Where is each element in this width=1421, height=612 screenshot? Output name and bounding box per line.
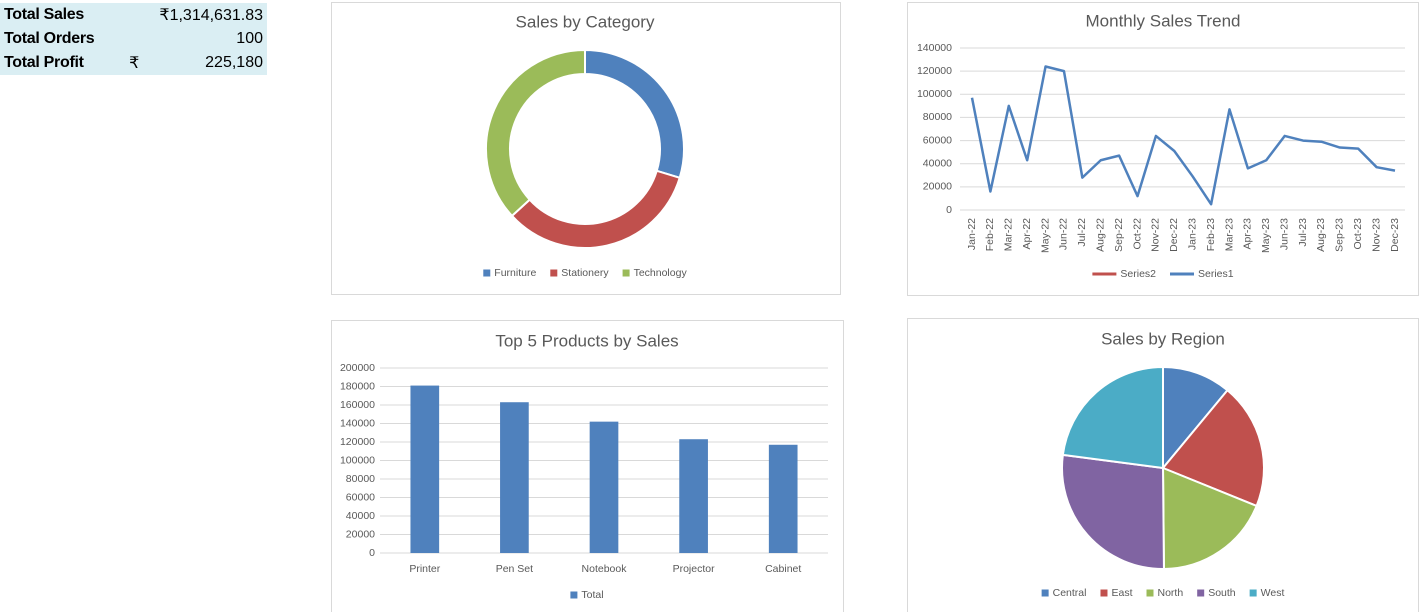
- donut-segment: [485, 48, 586, 218]
- x-tick-label: Notebook: [582, 563, 628, 575]
- pie-slice: [1061, 453, 1165, 570]
- legend-swatch: [1041, 589, 1049, 597]
- legend-label: Central: [1053, 587, 1087, 599]
- y-tick-label: 180000: [340, 380, 375, 392]
- y-tick-label: 60000: [346, 491, 375, 503]
- legend-swatch: [1146, 589, 1154, 597]
- x-tick-label: Mar-23: [1223, 218, 1235, 251]
- chart-title: Sales by Region: [1101, 329, 1225, 348]
- x-tick-label: Apr-23: [1242, 218, 1254, 250]
- kpi-value: ₹1,314,631.83: [159, 7, 263, 24]
- y-tick-label: 160000: [340, 399, 375, 411]
- legend-swatch: [483, 269, 491, 277]
- y-tick-label: 60000: [923, 134, 952, 146]
- y-tick-label: 40000: [923, 157, 952, 169]
- legend-swatch: [1100, 589, 1108, 597]
- bar: [679, 439, 708, 553]
- legend-label: Stationery: [561, 267, 609, 279]
- legend-label: Series1: [1198, 268, 1234, 280]
- kpi-currency: ₹: [129, 55, 140, 72]
- x-tick-label: Feb-23: [1205, 218, 1217, 251]
- y-tick-label: 80000: [923, 111, 952, 123]
- legend-label: Furniture: [494, 267, 536, 279]
- x-tick-label: Printer: [409, 563, 440, 575]
- x-tick-label: May-22: [1039, 218, 1051, 253]
- legend-swatch: [570, 591, 578, 599]
- x-tick-label: Jul-23: [1297, 218, 1309, 247]
- bar: [410, 385, 440, 553]
- chart-title: Sales by Category: [516, 12, 655, 31]
- pie-slice: [1061, 365, 1164, 470]
- kpi-label: Total Orders: [4, 30, 95, 47]
- x-tick-label: Cabinet: [765, 563, 801, 575]
- legend-label: Total: [581, 589, 603, 601]
- x-tick-label: Dec-22: [1168, 218, 1180, 252]
- y-tick-label: 40000: [346, 510, 375, 522]
- legend-label: Technology: [634, 267, 688, 279]
- kpi-row: Total Orders 100: [0, 27, 267, 51]
- y-tick-label: 0: [369, 547, 375, 559]
- kpi-table: Total Sales ₹1,314,631.83 Total Orders 1…: [0, 3, 267, 75]
- kpi-row: Total Profit ₹ 225,180: [0, 51, 267, 75]
- kpi-label: Total Profit: [4, 54, 84, 71]
- y-tick-label: 200000: [340, 362, 375, 374]
- x-tick-label: Aug-23: [1315, 218, 1327, 252]
- x-tick-label: Dec-23: [1389, 218, 1401, 252]
- x-tick-label: Jan-22: [966, 218, 978, 250]
- x-tick-label: Jun-23: [1278, 218, 1290, 250]
- chart-panel: [907, 2, 1419, 296]
- line-series: [970, 65, 1396, 206]
- kpi-row: Total Sales ₹1,314,631.83: [0, 3, 267, 27]
- y-tick-label: 120000: [917, 65, 952, 77]
- chart-panel: [331, 2, 841, 295]
- y-tick-label: 120000: [340, 436, 375, 448]
- x-tick-label: Oct-22: [1131, 218, 1143, 250]
- x-tick-label: Sep-23: [1334, 218, 1346, 252]
- y-tick-label: 20000: [923, 181, 952, 193]
- pie-slice: [1161, 388, 1265, 508]
- chart-title: Monthly Sales Trend: [1086, 11, 1241, 30]
- bar: [589, 421, 619, 553]
- x-tick-label: Jun-22: [1058, 218, 1070, 250]
- y-tick-label: 100000: [917, 88, 952, 100]
- legend-swatch: [622, 269, 630, 277]
- kpi-value: 100: [236, 30, 263, 47]
- legend-label: South: [1208, 587, 1236, 599]
- y-tick-label: 140000: [340, 417, 375, 429]
- kpi-label: Total Sales: [4, 6, 84, 23]
- legend-label: North: [1158, 587, 1184, 599]
- x-tick-label: May-23: [1260, 218, 1272, 253]
- x-tick-label: Sep-22: [1113, 218, 1125, 252]
- legend-swatch: [1197, 589, 1205, 597]
- chart-title: Top 5 Products by Sales: [495, 331, 678, 350]
- x-tick-label: Oct-23: [1352, 218, 1364, 250]
- x-tick-label: Jul-22: [1076, 218, 1088, 247]
- x-tick-label: Nov-22: [1150, 218, 1162, 252]
- y-tick-label: 0: [946, 204, 952, 216]
- x-tick-label: Pen Set: [496, 563, 533, 575]
- legend-swatch: [1249, 589, 1257, 597]
- bar: [768, 444, 798, 553]
- x-tick-label: Jan-23: [1186, 218, 1198, 250]
- x-tick-label: Apr-22: [1021, 218, 1033, 250]
- pie-slice: [1161, 466, 1258, 571]
- x-tick-label: Feb-22: [984, 218, 996, 251]
- x-tick-label: Mar-22: [1003, 218, 1015, 251]
- x-tick-label: Projector: [673, 563, 716, 575]
- y-tick-label: 80000: [346, 473, 375, 485]
- y-tick-label: 140000: [917, 42, 952, 54]
- y-tick-label: 20000: [346, 528, 375, 540]
- x-tick-label: Nov-23: [1370, 218, 1382, 252]
- y-tick-label: 100000: [340, 454, 375, 466]
- kpi-value: 225,180: [205, 54, 263, 71]
- pie-slice: [1162, 365, 1229, 471]
- legend-label: East: [1111, 587, 1132, 599]
- legend-label: West: [1261, 587, 1285, 599]
- legend-swatch: [550, 269, 558, 277]
- legend-label: Series2: [1120, 268, 1156, 280]
- x-tick-label: Aug-22: [1095, 218, 1107, 252]
- bar: [500, 402, 529, 553]
